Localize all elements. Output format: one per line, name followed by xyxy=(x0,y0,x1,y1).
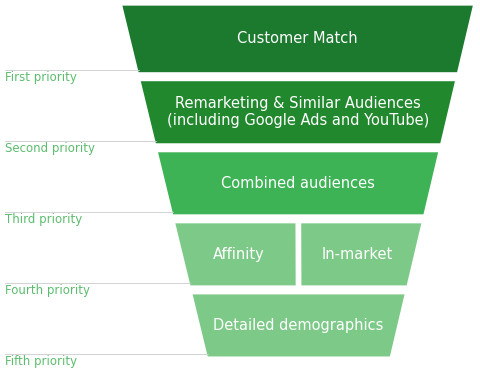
Text: Second priority: Second priority xyxy=(5,142,95,155)
Text: Remarketing & Similar Audiences
(including Google Ads and YouTube): Remarketing & Similar Audiences (includi… xyxy=(167,96,429,129)
Text: First priority: First priority xyxy=(5,71,77,84)
Text: In-market: In-market xyxy=(322,247,393,262)
Text: Combined audiences: Combined audiences xyxy=(221,176,375,191)
Polygon shape xyxy=(141,81,455,143)
Text: Third priority: Third priority xyxy=(5,213,82,226)
Polygon shape xyxy=(192,294,405,356)
Polygon shape xyxy=(158,152,438,214)
Polygon shape xyxy=(301,223,421,285)
Polygon shape xyxy=(175,223,296,285)
Text: Fourth priority: Fourth priority xyxy=(5,284,90,297)
Text: Affinity: Affinity xyxy=(213,247,265,262)
Text: Fifth priority: Fifth priority xyxy=(5,355,77,368)
Text: Detailed demographics: Detailed demographics xyxy=(214,318,384,333)
Polygon shape xyxy=(122,6,473,72)
Text: Customer Match: Customer Match xyxy=(238,32,358,46)
